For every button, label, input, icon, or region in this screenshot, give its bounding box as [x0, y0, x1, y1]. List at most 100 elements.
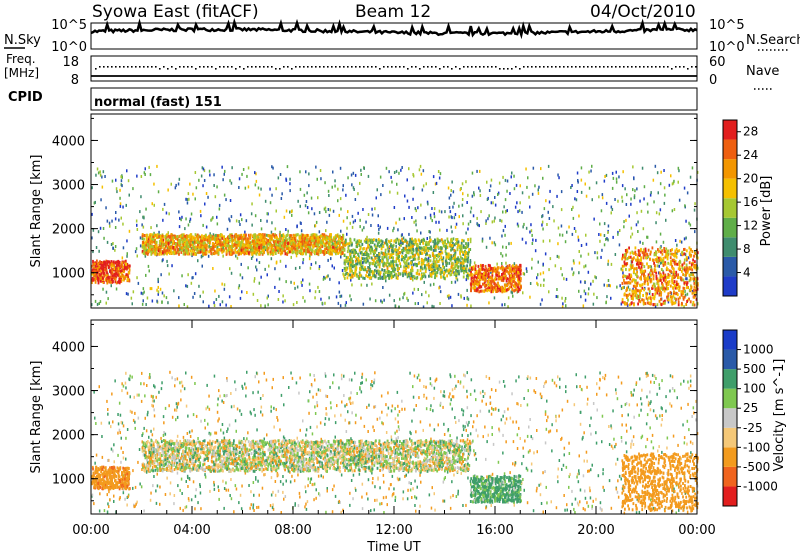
echo-cell — [453, 243, 456, 247]
echo-cell — [184, 252, 186, 256]
echo-cell — [98, 249, 100, 253]
echo-cell — [440, 275, 442, 279]
echo-cell — [240, 248, 243, 252]
echo-cell — [238, 247, 241, 251]
echo-cell — [103, 267, 106, 271]
echo-cell — [477, 223, 479, 227]
echo-cell — [258, 241, 260, 245]
echo-cell — [360, 283, 363, 287]
echo-cell — [329, 208, 331, 212]
echo-cell — [404, 194, 406, 198]
echo-cell — [470, 287, 472, 291]
echo-cell — [114, 270, 117, 274]
echo-cell — [452, 190, 455, 194]
echo-cell — [379, 275, 382, 279]
echo-cell — [463, 265, 466, 269]
echo-cell — [373, 249, 376, 253]
echo-cell — [463, 267, 466, 270]
echo-cell — [279, 241, 282, 245]
echo-cell — [111, 271, 114, 275]
echo-cell — [620, 267, 622, 271]
echo-cell — [529, 230, 531, 234]
echo-cell — [189, 182, 191, 186]
echo-cell — [355, 266, 358, 270]
freq-point — [255, 66, 257, 68]
echo-cell — [585, 194, 588, 198]
echo-cell — [182, 233, 185, 237]
echo-cell — [161, 234, 164, 238]
echo-cell — [576, 190, 579, 193]
echo-cell — [302, 258, 305, 261]
echo-cell — [565, 304, 567, 308]
echo-cell — [465, 251, 467, 254]
echo-cell — [595, 276, 597, 280]
echo-cell — [214, 244, 217, 248]
echo-cell — [200, 214, 202, 218]
freq-point — [195, 68, 197, 70]
echo-cell — [91, 236, 93, 240]
echo-cell — [460, 241, 463, 245]
echo-cell — [427, 265, 430, 269]
echo-cell — [213, 184, 215, 187]
echo-cell — [421, 293, 423, 297]
nsearch-ytick-top: 10^5 — [709, 18, 745, 33]
freq-point — [439, 68, 441, 70]
echo-cell — [198, 178, 200, 182]
echo-cell — [246, 174, 248, 178]
echo-cell — [228, 240, 231, 243]
freq-point — [187, 66, 189, 68]
echo-cell — [149, 242, 152, 246]
echo-cell — [399, 251, 401, 254]
echo-cell — [461, 203, 464, 207]
echo-cell — [98, 302, 100, 305]
echo-cell — [296, 301, 298, 304]
freq-point — [547, 66, 549, 68]
echo-cell — [419, 246, 422, 250]
echo-cell — [329, 237, 331, 241]
echo-cell — [357, 258, 360, 262]
freq-point — [679, 66, 681, 68]
echo-cell — [451, 180, 453, 184]
echo-cell — [643, 197, 645, 201]
echo-cell — [111, 269, 114, 273]
echo-cell — [627, 285, 630, 289]
echo-cell — [457, 243, 460, 247]
echo-cell — [157, 277, 159, 281]
echo-cell — [306, 238, 308, 242]
echo-cell — [98, 265, 101, 269]
echo-cell — [684, 204, 686, 208]
echo-cell — [315, 233, 318, 237]
echo-cell — [303, 193, 306, 197]
echo-cell — [209, 232, 211, 236]
echo-cell — [240, 262, 242, 266]
freq-point — [523, 66, 525, 68]
echo-cell — [600, 233, 602, 237]
echo-cell — [505, 266, 507, 270]
echo-cell — [92, 250, 94, 254]
echo-cell — [111, 278, 113, 282]
echo-cell — [401, 242, 404, 245]
echo-cell — [410, 272, 413, 276]
echo-cell — [356, 262, 359, 266]
echo-cell — [116, 262, 119, 265]
freq-point — [507, 68, 509, 70]
echo-cell — [308, 282, 311, 286]
echo-cell — [159, 245, 162, 249]
echo-cell — [603, 234, 606, 237]
echo-cell — [291, 213, 293, 217]
echo-cell — [536, 281, 538, 285]
echo-cell — [601, 248, 603, 252]
echo-cell — [320, 243, 322, 247]
echo-cell — [434, 255, 436, 259]
echo-cell — [412, 174, 415, 178]
echo-cell — [694, 230, 696, 234]
echo-cell — [432, 269, 435, 272]
echo-cell — [277, 244, 280, 248]
echo-cell — [149, 237, 152, 241]
echo-cell — [149, 234, 152, 238]
echo-cell — [454, 271, 457, 275]
echo-cell — [371, 207, 373, 211]
echo-cell — [148, 248, 151, 252]
echo-cell — [377, 258, 380, 262]
